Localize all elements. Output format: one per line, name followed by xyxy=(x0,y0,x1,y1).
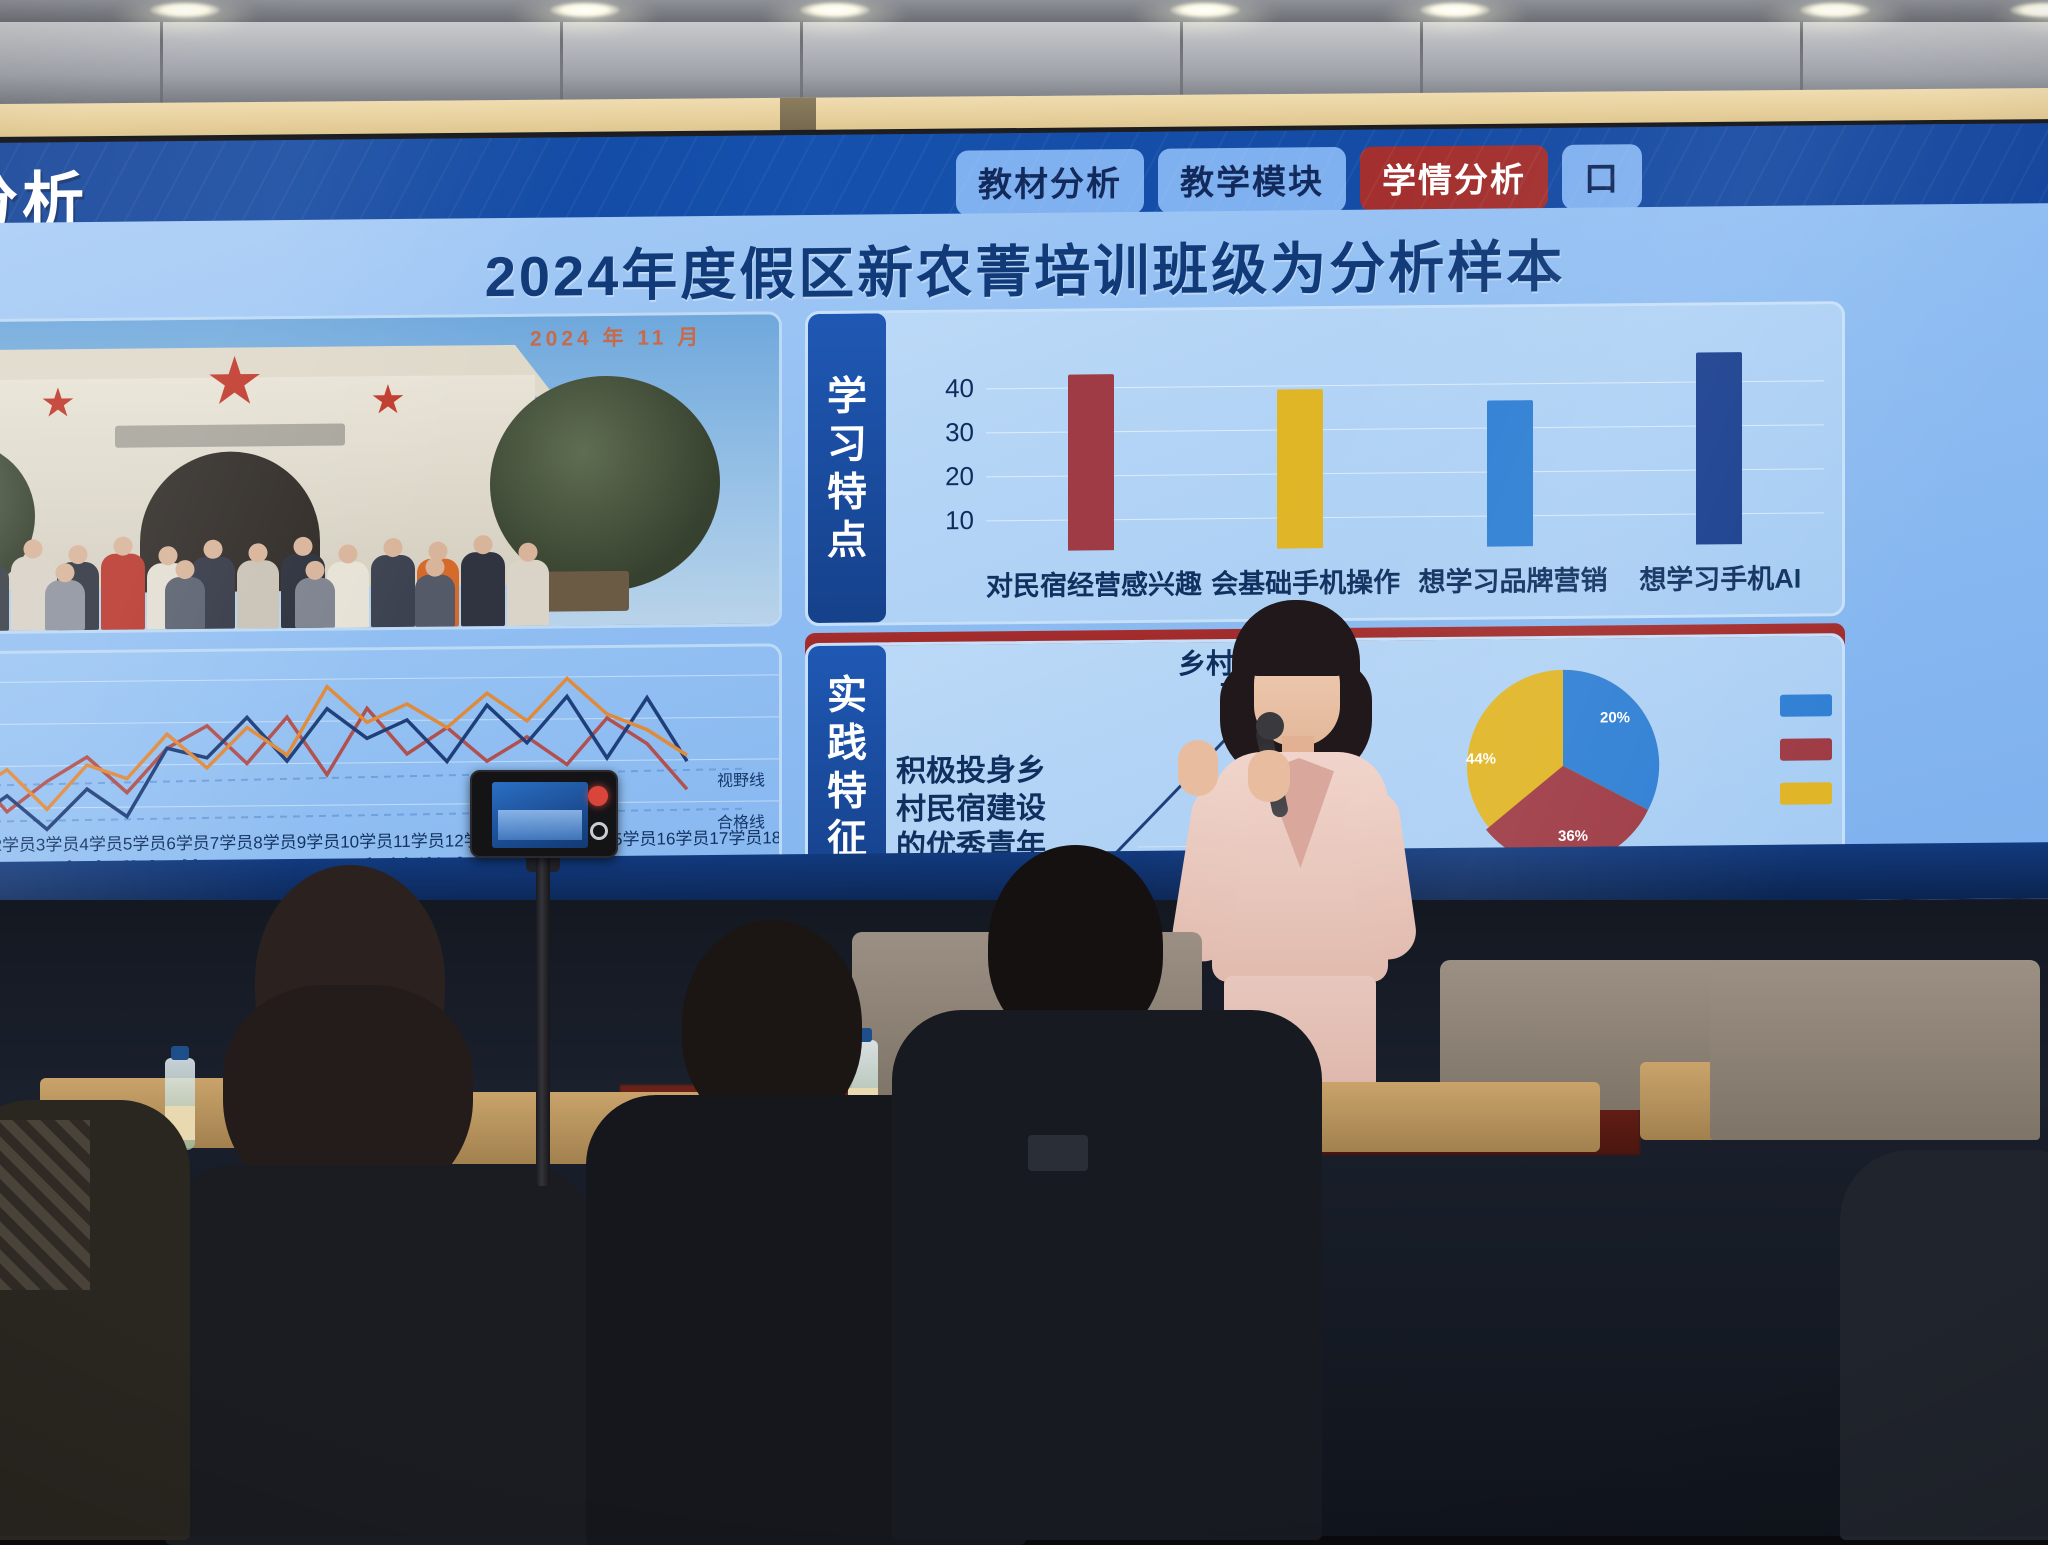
presentation-led-screen: 学分析 教材分析 教学模块 学情分析 口 2024年度假区新农菁培训班级为分析样… xyxy=(0,122,2048,919)
photo-crowd xyxy=(0,495,782,632)
reference-line-pass xyxy=(0,807,746,824)
photo-building-plaque xyxy=(115,423,345,448)
bar-0 xyxy=(1067,374,1114,551)
shutter-button-icon[interactable] xyxy=(590,822,608,840)
x-label: 会基础手机操作 xyxy=(1211,567,1401,600)
side-tab-char: 习 xyxy=(827,422,867,467)
y-tick: 20 xyxy=(945,460,974,492)
bar-chart-x-labels: 对民宿经营感兴趣 会基础手机操作 想学习品牌营销 想学习手机AI xyxy=(986,556,1824,603)
bar-panel-side-tab: 学 习 特 点 xyxy=(808,313,886,624)
red-star-icon: ★ xyxy=(40,381,76,426)
tripod-pole xyxy=(536,856,550,1186)
y-tick: 30 xyxy=(945,416,974,448)
side-tab-char: 特 xyxy=(827,470,867,515)
tab-xueqingfenxi[interactable]: 学情分析 xyxy=(1360,144,1548,212)
side-tab-char: 实 xyxy=(827,673,867,718)
slide-tab-group[interactable]: 教材分析 教学模块 学情分析 口 xyxy=(956,144,1642,216)
pie-slice-36 xyxy=(1486,765,1648,866)
ceiling-seam xyxy=(560,22,563,124)
ceiling-seam xyxy=(800,22,803,124)
audience-member-left xyxy=(165,865,595,1545)
legend-swatch xyxy=(1780,738,1832,761)
x-label: 学员16 xyxy=(622,829,676,849)
ceiling-seam xyxy=(160,22,163,124)
pie-slice-20 xyxy=(1563,669,1660,811)
reference-line-label-vision: 视野线 xyxy=(716,772,765,790)
practice-traits-panel: 实 践 特 征 乡村民宿主 理人 积极投身乡 村民宿建设 的优秀青年 15 1 … xyxy=(805,633,1845,894)
phone-preview-slide xyxy=(498,810,582,840)
red-star-icon: ★ xyxy=(205,343,265,418)
bar-2 xyxy=(1486,399,1533,547)
side-tab-char: 特 xyxy=(827,769,867,814)
slide-body: 2024年度假区新农菁培训班级为分析样本 2024 年 11 月 ★ ★ ★ xyxy=(0,202,2048,919)
record-indicator-icon[interactable] xyxy=(588,786,608,806)
bottle-cap xyxy=(171,1046,189,1060)
photo-date-stamp: 2024 年 11 月 xyxy=(530,326,703,351)
smartphone[interactable] xyxy=(470,770,618,858)
reference-line-vision xyxy=(0,767,746,788)
audience-member-far-left xyxy=(0,1080,190,1540)
tab-jiaocaifenxi[interactable]: 教材分析 xyxy=(956,148,1144,216)
y-tick: 40 xyxy=(945,372,974,404)
side-tab-char: 点 xyxy=(827,518,867,563)
ceiling-seam xyxy=(1800,22,1803,124)
side-tab-char: 践 xyxy=(827,721,867,766)
tab-fourth-clipped[interactable]: 口 xyxy=(1562,144,1642,210)
class-group-photo-panel: 2024 年 11 月 ★ ★ ★ xyxy=(0,311,782,635)
chair xyxy=(1710,960,2040,1140)
phone-screen-preview[interactable] xyxy=(492,782,588,848)
bar-chart-plot: 40 30 20 10 xyxy=(928,334,1824,552)
svg-text:44%: 44% xyxy=(1466,750,1496,767)
plaid-sleeve xyxy=(0,1120,90,1290)
x-label: 学员19 xyxy=(781,823,782,849)
legend-swatch xyxy=(1780,694,1832,717)
skills-line-chart-panel: 视野线 合格线 学员1 学员2 学员3 学员4 学员5 学员6 学员7 学员8 … xyxy=(0,643,782,902)
x-label: 对民宿经营感兴趣 xyxy=(986,569,1202,602)
y-tick: 10 xyxy=(945,504,974,535)
audience-member-far-right xyxy=(1840,1150,2048,1540)
phone-on-tripod xyxy=(470,770,630,1190)
x-label: 学员18 xyxy=(728,828,782,848)
bar-series xyxy=(986,334,1824,551)
series-yingxiao xyxy=(0,675,688,832)
svg-text:36%: 36% xyxy=(1558,828,1588,845)
line-chart-svg xyxy=(0,675,746,832)
audience-member-right xyxy=(892,845,1322,1540)
red-star-icon: ★ xyxy=(370,377,406,423)
ceiling-band xyxy=(0,0,2048,22)
x-label: 想学习手机AI xyxy=(1639,563,1802,596)
microphone-head-icon xyxy=(1256,712,1284,740)
bar-1 xyxy=(1277,389,1324,549)
presenter-raised-hand xyxy=(1178,740,1218,796)
chair-wood-frame xyxy=(1290,1082,1600,1152)
x-label: 学员17 xyxy=(675,828,729,849)
jacket-logo xyxy=(1028,1135,1088,1171)
side-tab-char: 学 xyxy=(827,374,867,419)
pie-chart-svg: 20% 44% 36% xyxy=(1466,669,1660,866)
svg-text:20%: 20% xyxy=(1600,709,1630,726)
pie-chart-legend xyxy=(1780,694,1832,805)
series-minsu-meixue-suyang xyxy=(0,693,689,832)
learning-traits-bar-panel: 学 习 特 点 40 30 20 10 xyxy=(805,301,1845,627)
tab-jiaoxuemokuai[interactable]: 教学模块 xyxy=(1158,146,1346,214)
bar-3 xyxy=(1696,351,1743,545)
presenter-mic-hand xyxy=(1248,750,1290,802)
presenter-bangs xyxy=(1248,636,1346,676)
legend-swatch xyxy=(1780,782,1832,805)
ceiling-seam xyxy=(1420,22,1423,124)
bar-chart-y-axis: 40 30 20 10 xyxy=(920,342,980,552)
ceiling-seam xyxy=(1180,22,1183,124)
series-minsu-zhuanye-guifan xyxy=(0,705,689,815)
x-label: 想学习品牌营销 xyxy=(1418,565,1608,598)
